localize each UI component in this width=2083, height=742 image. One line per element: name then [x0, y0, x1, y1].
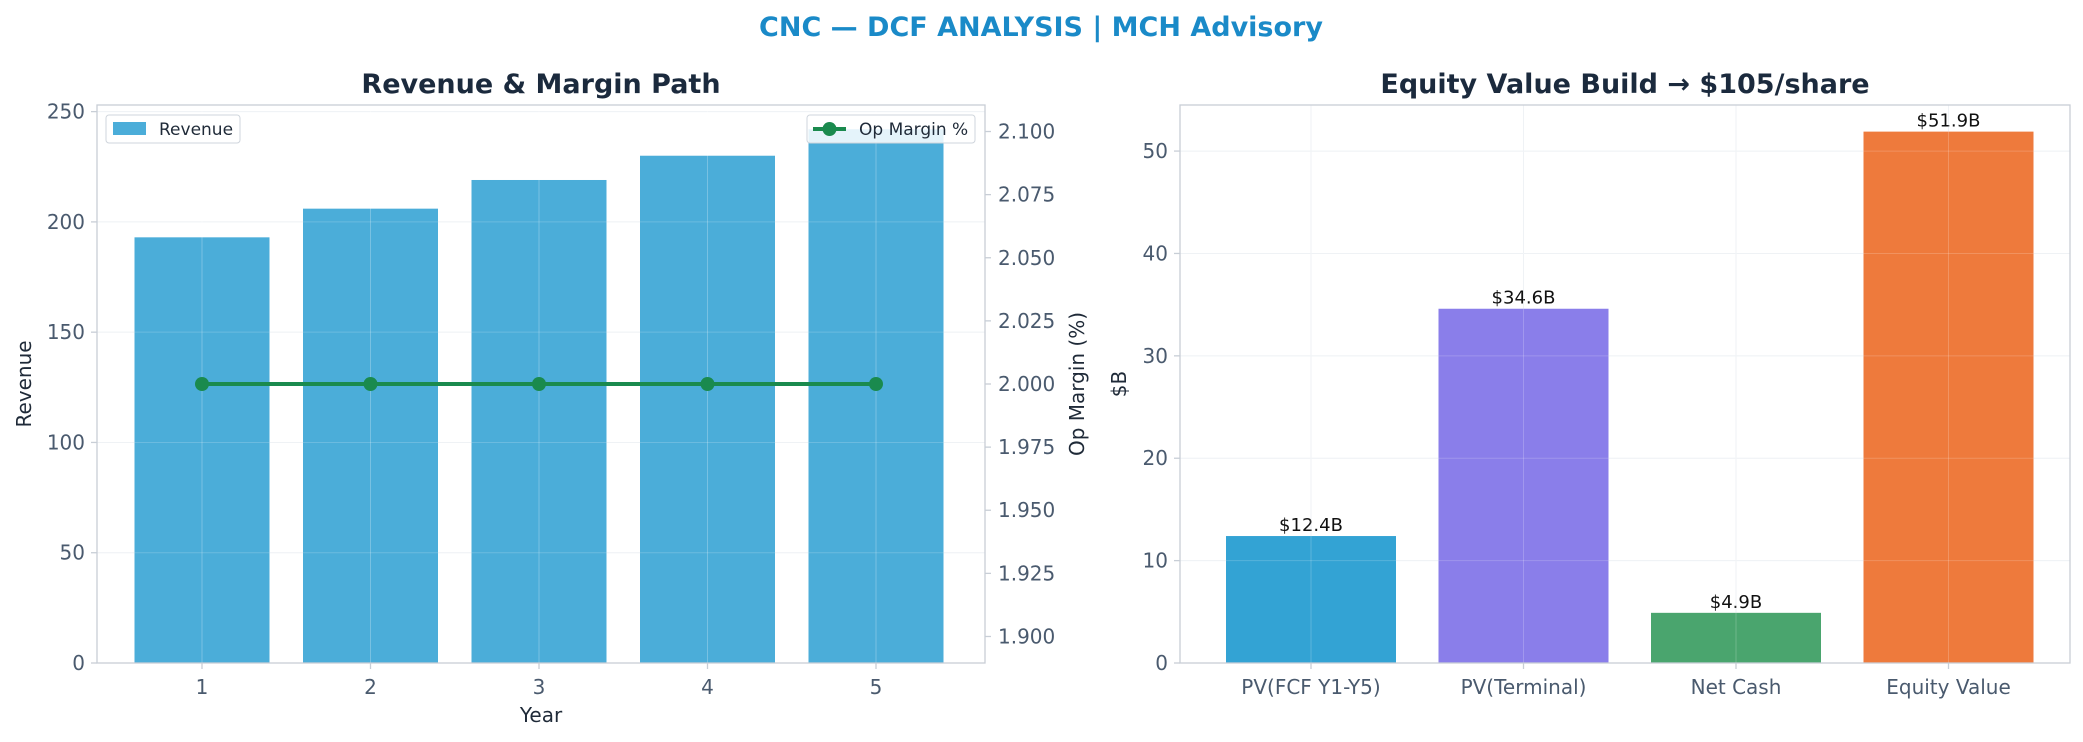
- legend-label-revenue: Revenue: [159, 120, 233, 140]
- y-tick-label: 20: [1143, 446, 1168, 470]
- y-tick-label: 200: [47, 210, 85, 234]
- equity-value-chart: Equity Value Build → $105/share $12.4B $34…: [1107, 69, 2071, 699]
- x-tick-label: 5: [870, 675, 883, 699]
- revenue-bar: [640, 155, 775, 663]
- x-tick-label: PV(FCF Y1-Y5): [1241, 675, 1380, 699]
- x-tick-label: 3: [533, 675, 546, 699]
- y-tick-label: 0: [72, 651, 85, 675]
- y-tick-label: 250: [47, 100, 85, 124]
- y-tick-label: 0: [1155, 651, 1168, 675]
- bar-data-label: $51.9B: [1917, 111, 1981, 132]
- op-margin-point: [363, 377, 378, 391]
- op-margin-point: [700, 377, 715, 391]
- plot-frame: [1179, 104, 2071, 664]
- y2-axis-label: Op Margin (%): [1065, 312, 1089, 456]
- y2-tick-label: 1.950: [998, 498, 1055, 522]
- equity-bar: [1651, 612, 1821, 663]
- bar-data-label: $34.6B: [1492, 288, 1556, 309]
- y-axis-label: $B: [1107, 371, 1131, 397]
- revenue-bar: [303, 208, 438, 663]
- x-axis-label: Year: [519, 703, 563, 727]
- bar-data-label: $4.9B: [1710, 592, 1762, 613]
- x-tick-label: Net Cash: [1691, 675, 1782, 699]
- chart-title: Revenue & Margin Path: [361, 69, 720, 100]
- y2-tick-label: 1.975: [998, 435, 1055, 459]
- equity-bar: [1226, 536, 1396, 663]
- y-tick-label: 40: [1143, 241, 1168, 265]
- x-tick-label: Equity Value: [1886, 675, 2011, 699]
- x-tick-label: PV(Terminal): [1461, 675, 1587, 699]
- y2-tick-label: 2.025: [998, 309, 1055, 333]
- x-tick-label: 1: [196, 675, 209, 699]
- y2-tick-label: 2.050: [998, 246, 1055, 270]
- op-margin-point: [532, 377, 546, 391]
- chart-title: Equity Value Build → $105/share: [1380, 69, 1869, 100]
- op-margin-point: [869, 377, 883, 391]
- y-tick-label: 10: [1143, 549, 1168, 573]
- bar-data-label: $12.4B: [1279, 515, 1343, 536]
- equity-bar: [1863, 131, 2034, 663]
- legend-revenue: Revenue: [105, 114, 241, 144]
- legend-box: [806, 114, 976, 144]
- revenue-bar: [808, 129, 944, 663]
- y2-tick-label: 1.900: [998, 624, 1055, 648]
- equity-bar: [1438, 308, 1609, 663]
- y-tick-label: 30: [1143, 344, 1168, 368]
- y-tick-label: 50: [60, 541, 85, 565]
- y-tick-label: 100: [47, 430, 85, 454]
- x-tick-label: 4: [701, 675, 714, 699]
- legend-swatch-revenue: [113, 122, 146, 135]
- y-tick-label: 150: [47, 320, 85, 344]
- op-margin-point: [195, 377, 209, 391]
- y-tick-label: 50: [1143, 139, 1168, 163]
- revenue-margin-chart: Revenue & Margin Path 0 50 100 150 200 250 1.90…: [12, 69, 1089, 727]
- x-tick-label: 2: [364, 675, 377, 699]
- y2-tick-label: 2.000: [998, 372, 1055, 396]
- y2-tick-label: 2.075: [998, 183, 1055, 207]
- revenue-bar: [471, 179, 607, 663]
- legend-label-op-margin: Op Margin %: [859, 120, 968, 140]
- figure-title: CNC — DCF ANALYSIS | MCH Advisory: [759, 12, 1323, 43]
- legend-swatch-marker: [822, 122, 837, 136]
- y2-tick-label: 1.925: [998, 561, 1055, 585]
- y-axis-label: Revenue: [12, 340, 36, 427]
- revenue-bar: [134, 237, 270, 663]
- y2-tick-label: 2.100: [998, 120, 1055, 144]
- legend-op-margin: Op Margin %: [806, 114, 976, 144]
